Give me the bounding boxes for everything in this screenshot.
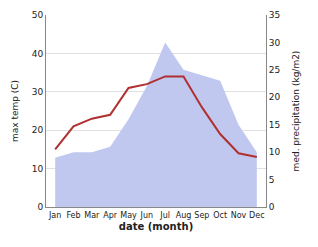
svg-text:50: 50 [32,10,44,20]
svg-text:10: 10 [32,164,44,174]
svg-text:May: May [120,211,137,220]
svg-text:max temp (C): max temp (C) [10,80,20,142]
svg-text:Apr: Apr [103,211,118,220]
svg-text:15: 15 [269,120,280,130]
svg-text:med. precipitation (kg/m2): med. precipitation (kg/m2) [291,51,301,172]
svg-text:Aug: Aug [176,211,192,220]
svg-text:40: 40 [32,49,44,59]
svg-text:30: 30 [269,38,281,48]
svg-text:35: 35 [269,10,280,20]
svg-text:0: 0 [37,202,43,212]
svg-text:30: 30 [32,87,44,97]
svg-text:Sep: Sep [194,211,209,220]
svg-text:10: 10 [269,147,281,157]
svg-text:Nov: Nov [231,211,247,220]
svg-text:20: 20 [32,125,44,135]
svg-text:0: 0 [269,202,275,212]
svg-text:Dec: Dec [249,211,264,220]
svg-text:25: 25 [269,65,280,75]
svg-text:Feb: Feb [66,211,80,220]
svg-text:date (month): date (month) [119,221,193,232]
svg-text:Jan: Jan [48,211,61,220]
svg-text:Jun: Jun [140,211,154,220]
svg-text:Oct: Oct [213,211,227,220]
svg-text:20: 20 [269,92,281,102]
svg-text:Mar: Mar [84,211,100,220]
svg-text:Jul: Jul [159,211,170,220]
svg-text:5: 5 [269,175,275,185]
